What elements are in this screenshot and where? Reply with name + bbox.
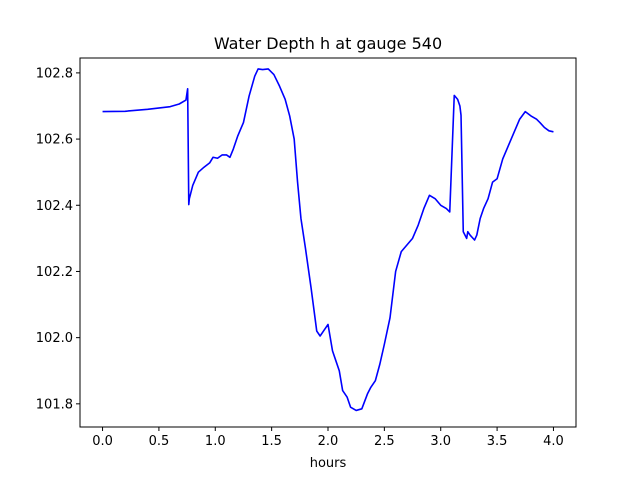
y-tick-label: 101.8 <box>36 397 73 412</box>
x-tick-label: 4.0 <box>543 434 564 449</box>
x-tick-label: 1.0 <box>205 434 226 449</box>
x-tick-label: 2.5 <box>374 434 395 449</box>
y-tick-label: 102.8 <box>36 66 73 81</box>
y-tick-label: 102.6 <box>36 133 73 148</box>
y-tick-label: 102.0 <box>36 331 73 346</box>
x-tick-label: 2.0 <box>318 434 339 449</box>
x-axis-label: hours <box>310 456 347 471</box>
x-axis: 0.0 0.5 1.0 1.5 2.0 2.5 3.0 3.5 4.0 <box>92 427 564 449</box>
y-tick-label: 102.2 <box>36 265 73 280</box>
x-tick-label: 3.5 <box>487 434 508 449</box>
x-tick-label: 0.0 <box>92 434 113 449</box>
plot-area <box>102 68 554 412</box>
x-tick-label: 0.5 <box>149 434 170 449</box>
x-tick-label: 1.5 <box>261 434 282 449</box>
x-tick-label: 3.0 <box>430 434 451 449</box>
chart-title: Water Depth h at gauge 540 <box>214 34 442 53</box>
y-tick-label: 102.4 <box>36 199 73 214</box>
series-line-0 <box>102 68 554 412</box>
y-axis: 101.8 102.0 102.2 102.4 102.6 102.8 <box>36 66 80 412</box>
